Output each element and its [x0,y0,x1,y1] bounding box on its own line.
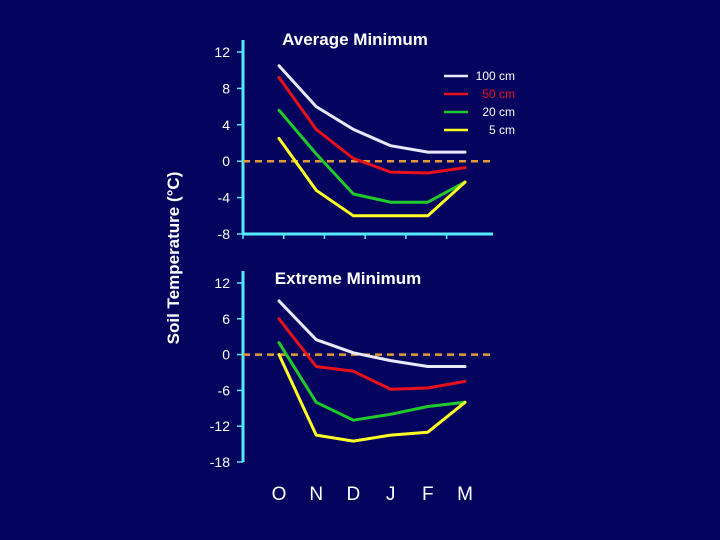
chart-panel-2: Extreme Minimum 12 6 0 -6 -12 -18 [210,269,493,470]
y-tick-label: 4 [222,117,230,133]
x-tick-label-month: M [457,484,473,505]
y-axis-label: Soil Temperature (°C) [164,172,183,345]
legend-label: 100 cm [476,69,515,83]
series-line-5cm [277,136,467,218]
series-line-5cm [277,353,467,443]
series-line-100cm [277,64,467,154]
x-tick-label-month: J [386,484,396,505]
x-tick-label-month: F [422,484,434,505]
y-tick-label: -6 [218,382,231,398]
y-tick-label: -4 [218,190,231,206]
legend-label: 20 cm [482,105,515,119]
x-tick-label-month: O [272,484,287,505]
chart-title: Extreme Minimum [275,269,421,288]
legend-label: 50 cm [482,87,515,101]
y-tick-label: -18 [210,454,230,470]
x-tick-label-month: N [309,484,323,505]
series-line-50cm [277,76,467,175]
series-line-100cm [277,299,467,368]
chart-panel-1: Average Minimum 12 8 4 0 -4 -8 100 cm 50 cm 20 cm… [214,30,515,242]
y-tick-label: 12 [214,275,230,291]
series-line-20cm [277,341,467,422]
y-tick-label: 8 [222,80,230,96]
y-tick-label: 6 [222,311,230,327]
series-line-20cm [277,108,467,204]
y-tick-label: 0 [222,153,230,169]
y-tick-label: -12 [210,418,230,434]
series-line-50cm [277,317,467,391]
y-tick-label: 0 [222,347,230,363]
y-tick-label: -8 [218,226,231,242]
y-tick-label: 12 [214,44,230,60]
legend-label: 5 cm [489,123,515,137]
x-tick-label-month: D [347,484,361,505]
chart-title: Average Minimum [282,30,428,49]
